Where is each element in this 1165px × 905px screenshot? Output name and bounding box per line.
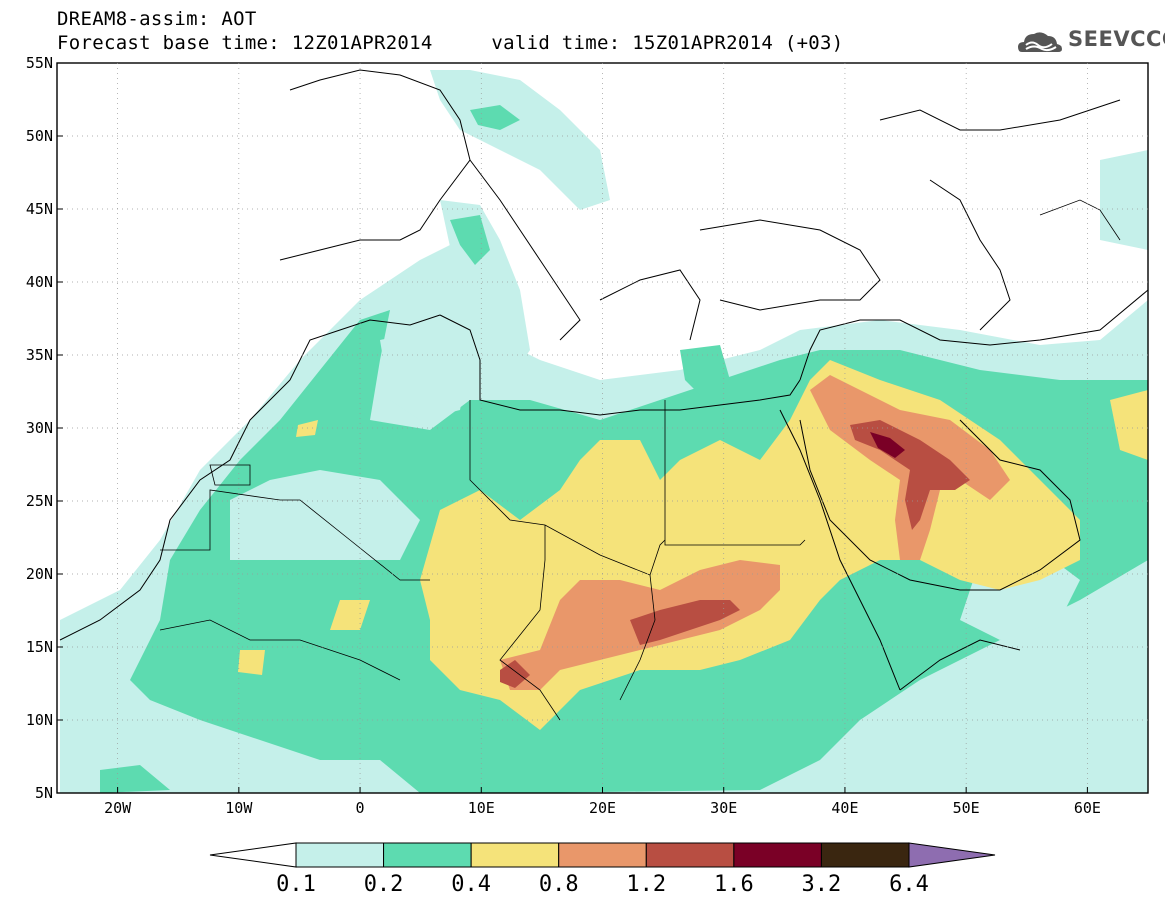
lat-tick-label: 5N [35,784,53,802]
colorbar-under-triangle [209,842,297,868]
aot-level-1.6 [870,432,905,458]
coastlines [59,69,1148,691]
colorbar-swatch [645,842,735,868]
lon-tick-label: 10E [468,799,495,817]
colorbar-label: 1.2 [626,872,666,897]
aot-field [59,69,1148,793]
lat-tick-label: 20N [26,565,53,583]
axis-ticks: 55N 50N 45N 40N 35N 30N 25N 20N 15N 10N 5N 20W 10W 0 1… [26,54,1101,817]
lon-tick-label: 30E [710,799,737,817]
graticule [57,63,1148,793]
lat-tick-label: 30N [26,419,53,437]
lat-tick-label: 50N [26,127,53,145]
base-time-label: Forecast base time: 12Z01APR2014 [57,32,433,54]
aot-level-1.2 [630,600,740,645]
colorbar-label: 0.8 [539,872,579,897]
colorbar-label: 6.4 [889,872,929,897]
colorbar-swatch [733,842,822,868]
lon-tick-label: 20W [104,799,132,817]
colorbar: 0.1 0.2 0.4 0.8 1.2 1.6 3.2 6.4 [209,842,996,897]
lon-tick-label: 60E [1074,799,1101,817]
colorbar-label: 0.2 [364,872,404,897]
lat-tick-label: 25N [26,492,53,510]
colorbar-swatch [383,842,472,868]
colorbar-swatch [295,842,385,868]
colorbar-label: 0.4 [451,872,491,897]
colorbar-over-triangle [908,842,996,868]
lon-tick-label: 20E [589,799,616,817]
lat-tick-label: 55N [26,54,53,72]
country-borders [159,199,1121,721]
lon-tick-label: 40E [831,799,858,817]
cloud-logo-icon [1018,32,1062,52]
lat-tick-label: 45N [26,200,53,218]
lat-tick-label: 35N [26,346,53,364]
lon-tick-label: 0 [356,799,365,817]
colorbar-label: 1.6 [714,872,754,897]
time-subtitle: Forecast base time: 12Z01APR2014 valid t… [57,32,844,54]
lon-tick-label: 10W [225,799,253,817]
colorbar-swatch [558,842,647,868]
valid-time-label: valid time: 15Z01APR2014 (+03) [491,32,844,54]
colorbar-label: 0.1 [276,872,316,897]
map-title: DREAM8-assim: AOT [57,8,257,30]
lon-tick-label: 50E [953,799,980,817]
lat-tick-label: 15N [26,638,53,656]
lat-tick-label: 10N [26,711,53,729]
lat-tick-label: 40N [26,273,53,291]
colorbar-swatch [470,842,560,868]
colorbar-swatch [820,842,910,868]
colorbar-label: 3.2 [802,872,842,897]
logo-text: SEEVCCC [1068,27,1165,51]
